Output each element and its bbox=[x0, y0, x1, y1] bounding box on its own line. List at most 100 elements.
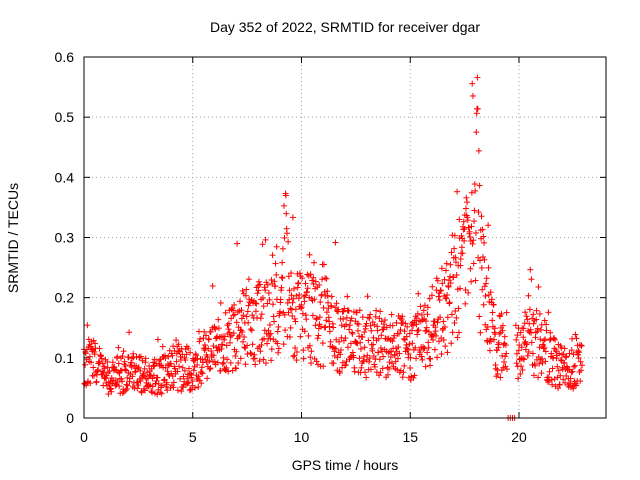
data-point bbox=[377, 369, 384, 376]
data-point bbox=[402, 320, 409, 327]
data-point bbox=[472, 187, 479, 194]
data-point bbox=[503, 366, 510, 373]
data-point bbox=[279, 275, 286, 282]
data-point bbox=[503, 309, 510, 316]
data-point bbox=[266, 331, 273, 338]
data-point bbox=[233, 348, 240, 355]
data-point bbox=[256, 357, 263, 364]
data-point bbox=[228, 306, 235, 313]
data-point bbox=[535, 283, 542, 290]
data-point bbox=[332, 239, 339, 246]
data-point bbox=[268, 346, 275, 353]
data-point bbox=[366, 354, 373, 361]
data-point bbox=[431, 318, 438, 325]
data-point bbox=[252, 308, 259, 315]
data-point bbox=[193, 352, 200, 359]
data-point bbox=[480, 301, 487, 308]
data-point bbox=[290, 295, 297, 302]
data-point bbox=[482, 280, 489, 287]
data-point bbox=[204, 375, 211, 382]
data-point bbox=[469, 92, 476, 99]
data-point bbox=[291, 285, 298, 292]
data-point bbox=[269, 252, 276, 259]
data-point bbox=[322, 324, 329, 331]
data-point bbox=[481, 239, 488, 246]
data-point bbox=[401, 362, 408, 369]
data-point bbox=[433, 332, 440, 339]
data-point bbox=[445, 283, 452, 290]
data-point bbox=[86, 353, 93, 360]
data-point bbox=[453, 314, 460, 321]
data-point bbox=[300, 355, 307, 362]
data-point bbox=[403, 333, 410, 340]
y-axis-label: SRMTID / TECUs bbox=[5, 183, 21, 293]
data-point bbox=[248, 296, 255, 303]
data-point bbox=[134, 379, 141, 386]
data-point bbox=[460, 226, 467, 233]
data-point bbox=[513, 336, 520, 343]
data-point bbox=[489, 309, 496, 316]
data-point bbox=[543, 327, 550, 334]
data-point bbox=[474, 105, 481, 112]
data-point bbox=[233, 319, 240, 326]
data-point bbox=[563, 353, 570, 360]
data-point bbox=[567, 375, 574, 382]
data-point bbox=[424, 349, 431, 356]
data-point bbox=[481, 256, 488, 263]
data-point bbox=[207, 328, 214, 335]
data-point bbox=[536, 310, 543, 317]
data-point bbox=[312, 278, 319, 285]
data-point bbox=[417, 349, 424, 356]
data-point bbox=[129, 373, 136, 380]
data-point bbox=[314, 335, 321, 342]
data-point bbox=[255, 287, 262, 294]
data-point bbox=[280, 341, 287, 348]
data-point bbox=[262, 287, 269, 294]
data-point bbox=[173, 337, 180, 344]
data-point bbox=[381, 317, 388, 324]
data-point bbox=[313, 316, 320, 323]
data-point bbox=[403, 341, 410, 348]
data-point bbox=[305, 332, 312, 339]
data-point bbox=[462, 300, 469, 307]
data-point bbox=[147, 382, 154, 389]
data-point bbox=[452, 308, 459, 315]
data-point bbox=[108, 388, 115, 395]
data-point bbox=[465, 289, 472, 296]
data-point bbox=[279, 245, 286, 252]
data-point bbox=[159, 382, 166, 389]
data-point bbox=[367, 366, 374, 373]
data-point bbox=[286, 287, 293, 294]
data-point bbox=[343, 314, 350, 321]
data-point bbox=[285, 309, 292, 316]
data-point bbox=[501, 333, 508, 340]
data-point bbox=[87, 380, 94, 387]
data-point bbox=[331, 352, 338, 359]
data-point bbox=[124, 382, 131, 389]
data-point bbox=[254, 290, 261, 297]
data-point bbox=[161, 376, 168, 383]
data-point bbox=[98, 352, 105, 359]
data-point bbox=[286, 296, 293, 303]
data-point bbox=[498, 367, 505, 374]
data-point bbox=[354, 340, 361, 347]
data-point bbox=[120, 348, 127, 355]
data-point bbox=[377, 345, 384, 352]
data-point bbox=[262, 360, 269, 367]
data-point bbox=[106, 381, 113, 388]
data-point bbox=[461, 225, 468, 232]
data-point bbox=[466, 228, 473, 235]
x-tick-label: 10 bbox=[294, 429, 310, 445]
data-point bbox=[245, 276, 252, 283]
data-point bbox=[364, 293, 371, 300]
data-point bbox=[135, 364, 142, 371]
data-point bbox=[324, 292, 331, 299]
data-point bbox=[148, 388, 155, 395]
data-point bbox=[273, 243, 280, 250]
data-point bbox=[475, 147, 482, 154]
data-point bbox=[177, 375, 184, 382]
data-point bbox=[170, 379, 177, 386]
data-point bbox=[264, 340, 271, 347]
data-point bbox=[345, 307, 352, 314]
data-point bbox=[446, 299, 453, 306]
